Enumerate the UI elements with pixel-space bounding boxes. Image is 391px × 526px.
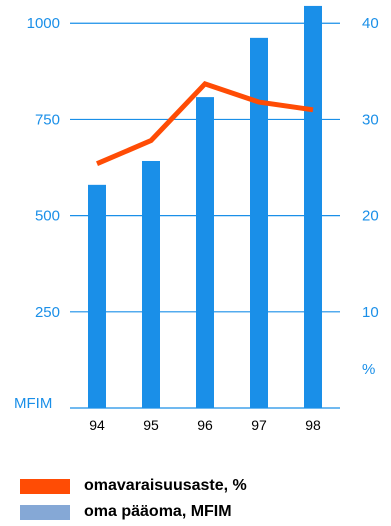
right-axis-unit-label: %	[362, 361, 375, 378]
left-tick-label: 250	[35, 304, 60, 321]
right-tick-label: 20	[362, 208, 379, 225]
legend-swatch-line	[20, 479, 70, 494]
right-tick-label: 10	[362, 304, 379, 321]
left-tick-label: 750	[35, 111, 60, 128]
bar-97	[250, 38, 268, 408]
bar-94	[88, 185, 106, 408]
legend-item-bar: oma pääoma, MFIM	[20, 500, 380, 524]
x-tick-label: 95	[143, 417, 159, 433]
bar-series	[88, 6, 322, 408]
right-tick-label: 40	[362, 15, 379, 32]
legend-item-line: omavaraisuusaste, %	[20, 474, 380, 498]
left-tick-label: 1000	[27, 15, 60, 32]
legend-swatch-bar	[20, 505, 70, 520]
bar-96	[196, 97, 214, 408]
x-axis-tick-labels: 94 95 96 97 98	[89, 417, 321, 433]
chart: 250 500 750 1000 10 20 30 40 94 95 96 97 98 MFIM %	[0, 0, 391, 470]
x-tick-label: 94	[89, 417, 105, 433]
left-axis-tick-labels: 250 500 750 1000	[27, 15, 60, 321]
right-axis-tick-labels: 10 20 30 40	[362, 15, 379, 321]
bar-95	[142, 161, 160, 408]
legend-label: oma pääoma, MFIM	[84, 503, 232, 521]
x-tick-label: 97	[251, 417, 267, 433]
legend: omavaraisuusaste, % oma pääoma, MFIM	[20, 474, 380, 526]
bar-98	[304, 6, 322, 408]
x-tick-label: 98	[305, 417, 321, 433]
legend-label: omavaraisuusaste, %	[84, 477, 247, 495]
right-tick-label: 30	[362, 111, 379, 128]
x-tick-label: 96	[197, 417, 213, 433]
left-axis-unit-label: MFIM	[14, 395, 52, 412]
left-tick-label: 500	[35, 208, 60, 225]
